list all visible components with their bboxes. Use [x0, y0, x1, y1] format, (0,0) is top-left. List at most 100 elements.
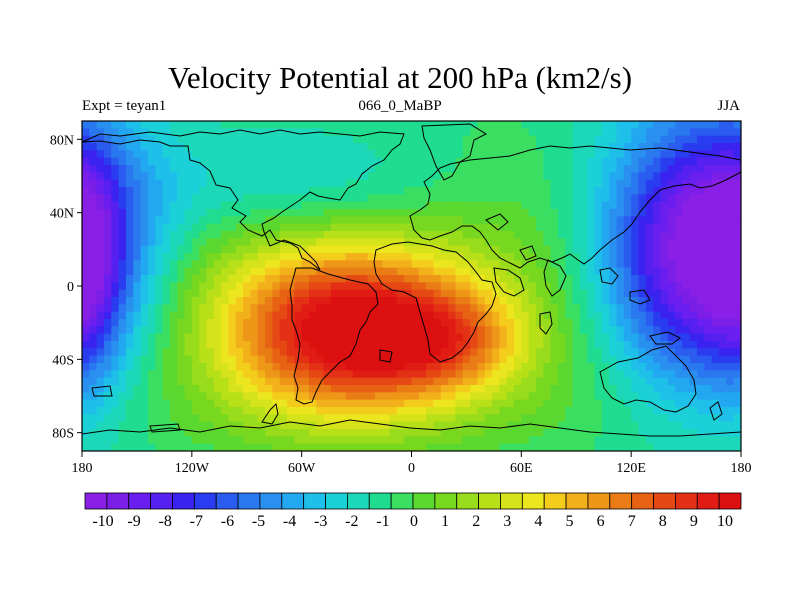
field-cell [82, 275, 90, 283]
field-cell [653, 245, 662, 254]
field-cell [462, 275, 471, 283]
field-cell [492, 421, 500, 430]
field-cell [726, 143, 735, 151]
field-cell [352, 245, 361, 254]
field-cell [697, 157, 705, 166]
field-cell [235, 187, 244, 195]
field-cell [689, 289, 698, 298]
field-cell [543, 363, 552, 371]
field-cell [506, 363, 515, 371]
field-cell [228, 429, 237, 437]
field-cell [265, 443, 273, 451]
field-cell [316, 319, 325, 327]
field-cell [440, 231, 449, 239]
field-cell [294, 253, 303, 261]
field-cell [155, 370, 164, 379]
field-cell [257, 172, 266, 181]
field-cell [125, 414, 134, 423]
field-cell [308, 253, 317, 261]
field-cell [411, 421, 420, 430]
field-cell [426, 267, 435, 276]
field-cell [279, 348, 288, 357]
field-cell [345, 253, 354, 261]
field-cell [484, 150, 493, 159]
field-cell [140, 165, 149, 173]
field-cell [396, 348, 405, 357]
field-cell [250, 267, 259, 276]
field-cell [543, 282, 552, 291]
field-cell [521, 289, 530, 298]
field-cell [711, 429, 720, 437]
field-cell [506, 157, 515, 166]
field-cell [243, 260, 252, 269]
field-cell [199, 304, 208, 313]
field-cell [506, 238, 515, 247]
field-cell [711, 370, 720, 379]
field-cell [726, 282, 735, 291]
field-cell [257, 267, 266, 276]
field-cell [250, 355, 259, 364]
field-cell [704, 348, 713, 357]
field-cell [660, 414, 669, 423]
field-cell [521, 179, 530, 188]
field-cell [389, 150, 398, 159]
field-cell [616, 179, 625, 188]
field-cell [426, 194, 435, 203]
field-cell [213, 304, 222, 313]
field-cell [726, 135, 735, 144]
field-cell [111, 326, 120, 335]
field-cell [118, 326, 127, 335]
field-cell [631, 326, 640, 335]
field-cell [360, 289, 369, 298]
field-cell [257, 436, 266, 445]
field-cell [675, 370, 684, 379]
field-cell [374, 377, 383, 386]
field-cell [535, 157, 544, 166]
field-cell [579, 201, 588, 210]
field-cell [257, 135, 266, 144]
field-cell [623, 436, 632, 445]
field-cell [682, 238, 691, 247]
field-cell [177, 172, 186, 181]
field-cell [243, 319, 252, 327]
field-cell [389, 333, 398, 342]
field-cell [316, 370, 325, 379]
field-cell [257, 370, 266, 379]
field-cell [477, 348, 486, 357]
field-cell [374, 326, 383, 335]
field-cell [653, 267, 662, 276]
field-cell [535, 275, 544, 283]
field-cell [367, 407, 376, 415]
field-cell [279, 297, 288, 305]
field-cell [89, 216, 98, 225]
field-cell [184, 319, 193, 327]
field-cell [140, 231, 149, 239]
field-cell [243, 135, 252, 144]
field-cell [557, 421, 566, 430]
field-cell [360, 429, 369, 437]
field-cell [645, 407, 654, 415]
field-cell [118, 245, 127, 254]
field-cell [623, 348, 632, 357]
field-cell [572, 267, 581, 276]
field-cell [711, 121, 720, 129]
field-cell [228, 363, 237, 371]
field-cell [228, 223, 237, 232]
field-cell [426, 297, 435, 305]
field-cell [587, 407, 596, 415]
field-cell [623, 267, 632, 276]
field-cell [111, 157, 120, 166]
field-cell [250, 333, 259, 342]
field-cell [169, 363, 178, 371]
field-cell [660, 187, 669, 195]
field-cell [484, 348, 493, 357]
longitude-axis: 180 120W 60W 0 60E 120E 180 [72, 451, 752, 476]
field-cell [330, 157, 339, 166]
field-cell [221, 414, 230, 423]
field-cell [638, 370, 647, 379]
field-cell [609, 304, 618, 313]
field-cell [623, 216, 632, 225]
field-cell [330, 223, 339, 232]
field-cell [133, 436, 142, 445]
colorbar-swatch [237, 492, 261, 510]
